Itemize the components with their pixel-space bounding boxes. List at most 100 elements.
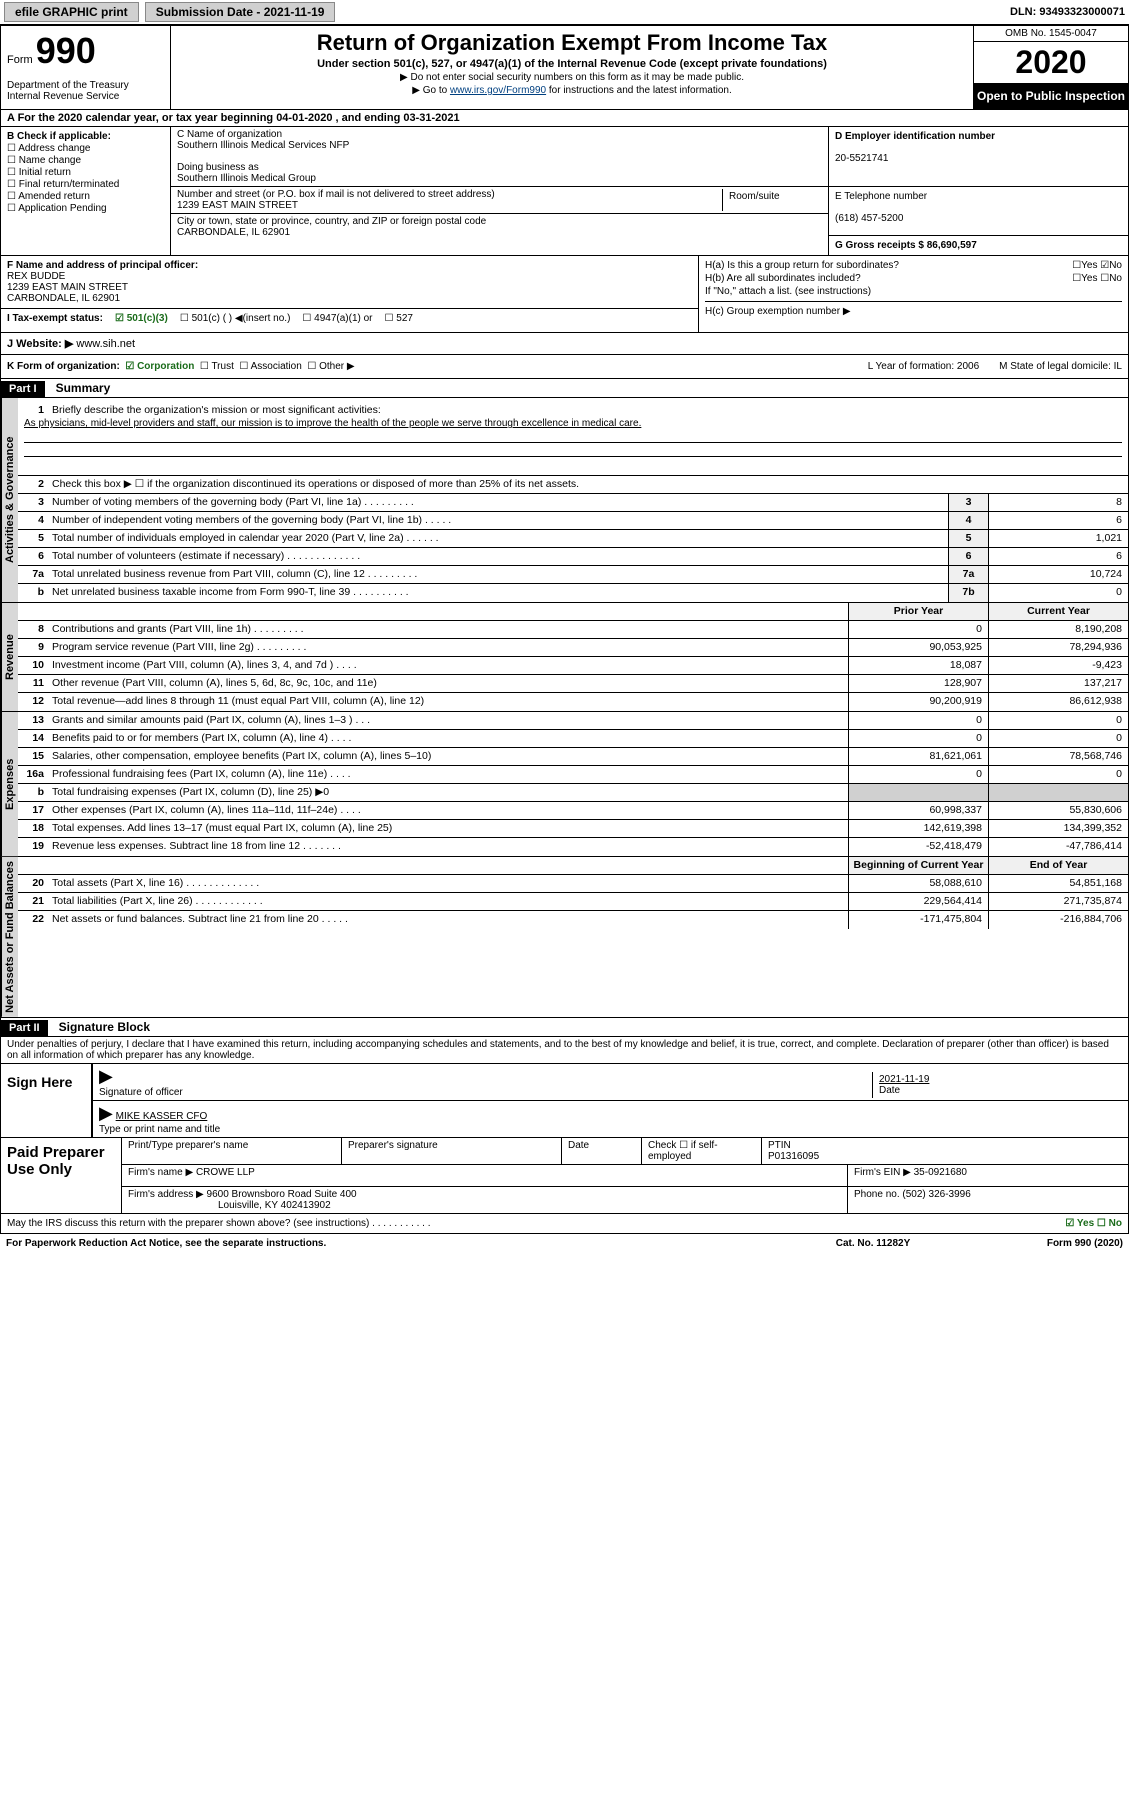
- ha-label: H(a) Is this a group return for subordin…: [705, 260, 899, 271]
- line-7a-text: Total unrelated business revenue from Pa…: [48, 566, 948, 583]
- discuss-checkboxes[interactable]: ☑ Yes ☐ No: [1065, 1218, 1122, 1229]
- chk-4947[interactable]: ☐ 4947(a)(1) or: [302, 313, 372, 324]
- dba-label: Doing business as: [177, 162, 259, 173]
- form-note-ssn: ▶ Do not enter social security numbers o…: [181, 72, 963, 83]
- line-3-num: 3: [18, 494, 48, 511]
- signature-date: 2021-11-19: [879, 1074, 929, 1085]
- preparer-sig-header: Preparer's signature: [342, 1138, 562, 1164]
- hb-checkboxes[interactable]: ☐Yes ☐No: [1072, 273, 1122, 284]
- form-990-link[interactable]: www.irs.gov/Form990: [450, 85, 546, 96]
- chk-final-return[interactable]: ☐ Final return/terminated: [7, 179, 164, 190]
- chk-other[interactable]: ☐ Other ▶: [307, 361, 354, 372]
- self-employed-check[interactable]: Check ☐ if self-employed: [642, 1138, 762, 1164]
- line-16a-num: 16a: [18, 766, 48, 783]
- line-16b-text: Total fundraising expenses (Part IX, col…: [48, 784, 848, 801]
- line-20-current: 54,851,168: [988, 875, 1128, 892]
- line-20-text: Total assets (Part X, line 16) . . . . .…: [48, 875, 848, 892]
- line-5-box: 5: [948, 530, 988, 547]
- check-b-label: B Check if applicable:: [7, 131, 111, 142]
- dln-label: DLN: 93493323000071: [1010, 6, 1125, 18]
- footer-form-ref: Form 990 (2020): [973, 1238, 1123, 1249]
- open-public-label: Open to Public Inspection: [974, 83, 1128, 109]
- row-a-tax-year: A For the 2020 calendar year, or tax yea…: [0, 110, 1129, 127]
- form-link-pre: ▶ Go to: [412, 85, 450, 96]
- line-3-value: 8: [988, 494, 1128, 511]
- line-4-box: 4: [948, 512, 988, 529]
- line-8-prior: 0: [848, 621, 988, 638]
- line-7b-box: 7b: [948, 584, 988, 602]
- line-22-num: 22: [18, 911, 48, 929]
- line-9-text: Program service revenue (Part VIII, line…: [48, 639, 848, 656]
- line-17-prior: 60,998,337: [848, 802, 988, 819]
- line-4-text: Number of independent voting members of …: [48, 512, 948, 529]
- footer-left: For Paperwork Reduction Act Notice, see …: [6, 1238, 773, 1249]
- line-19-current: -47,786,414: [988, 838, 1128, 856]
- line-21-text: Total liabilities (Part X, line 26) . . …: [48, 893, 848, 910]
- line-11-prior: 128,907: [848, 675, 988, 692]
- efile-button[interactable]: efile GRAPHIC print: [4, 2, 139, 22]
- part2-label: Part II: [1, 1020, 48, 1036]
- firm-name-label: Firm's name ▶: [128, 1167, 193, 1178]
- chk-application-pending[interactable]: ☐ Application Pending: [7, 203, 164, 214]
- line-21-current: 271,735,874: [988, 893, 1128, 910]
- line-14-text: Benefits paid to or for members (Part IX…: [48, 730, 848, 747]
- line-6-box: 6: [948, 548, 988, 565]
- sign-here-label: Sign Here: [1, 1064, 91, 1137]
- city-value: CARBONDALE, IL 62901: [177, 227, 290, 238]
- line-12-prior: 90,200,919: [848, 693, 988, 711]
- chk-address-change[interactable]: ☐ Address change: [7, 143, 164, 154]
- form-header: Form 990 Department of the Treasury Inte…: [0, 25, 1129, 110]
- chk-name-change[interactable]: ☐ Name change: [7, 155, 164, 166]
- f-label: F Name and address of principal officer:: [7, 260, 198, 271]
- part2-header-row: Part II Signature Block: [0, 1018, 1129, 1037]
- ptin-value: P01316095: [768, 1151, 819, 1162]
- line-3-box: 3: [948, 494, 988, 511]
- form-title: Return of Organization Exempt From Incom…: [181, 30, 963, 56]
- chk-501c[interactable]: ☐ 501(c) ( ) ◀(insert no.): [180, 313, 291, 324]
- phone-gross-cell: E Telephone number (618) 457-5200 G Gros…: [828, 187, 1128, 255]
- line-8-text: Contributions and grants (Part VIII, lin…: [48, 621, 848, 638]
- line-6-value: 6: [988, 548, 1128, 565]
- line-10-prior: 18,087: [848, 657, 988, 674]
- net-assets-section: Net Assets or Fund Balances Beginning of…: [0, 857, 1129, 1018]
- chk-527[interactable]: ☐ 527: [385, 313, 413, 324]
- mission-text: As physicians, mid-level providers and s…: [18, 418, 1128, 429]
- line-7b-num: b: [18, 584, 48, 602]
- line-1-num: 1: [18, 402, 48, 418]
- line-14-prior: 0: [848, 730, 988, 747]
- prior-year-header: Prior Year: [848, 603, 988, 620]
- line-7b-value: 0: [988, 584, 1128, 602]
- chk-corporation[interactable]: ☑ Corporation: [125, 361, 194, 372]
- beginning-year-header: Beginning of Current Year: [848, 857, 988, 874]
- line-7a-num: 7a: [18, 566, 48, 583]
- form-number-block: Form 990 Department of the Treasury Inte…: [1, 26, 171, 109]
- line-22-current: -216,884,706: [988, 911, 1128, 929]
- chk-501c3[interactable]: ☑ 501(c)(3): [115, 313, 168, 324]
- ha-checkboxes[interactable]: ☐Yes ☑No: [1072, 260, 1122, 271]
- line-5-num: 5: [18, 530, 48, 547]
- chk-association[interactable]: ☐ Association: [239, 361, 301, 372]
- chk-trust[interactable]: ☐ Trust: [200, 361, 234, 372]
- line-16b-num: b: [18, 784, 48, 801]
- line-20-prior: 58,088,610: [848, 875, 988, 892]
- revenue-section: Revenue Prior YearCurrent Year 8Contribu…: [0, 603, 1129, 712]
- chk-amended-return[interactable]: ☐ Amended return: [7, 191, 164, 202]
- officer-name-title: MIKE KASSER CFO: [116, 1111, 208, 1122]
- line-21-num: 21: [18, 893, 48, 910]
- mission-blank-2: [24, 443, 1122, 457]
- name-address-col: C Name of organization Southern Illinois…: [171, 127, 1128, 255]
- line-17-text: Other expenses (Part IX, column (A), lin…: [48, 802, 848, 819]
- line-8-current: 8,190,208: [988, 621, 1128, 638]
- discuss-text: May the IRS discuss this return with the…: [7, 1218, 1065, 1229]
- dba-name: Southern Illinois Medical Group: [177, 173, 316, 184]
- line-10-current: -9,423: [988, 657, 1128, 674]
- phone-value: (618) 457-5200: [835, 213, 903, 224]
- line-7a-box: 7a: [948, 566, 988, 583]
- firm-ein: 35-0921680: [914, 1167, 967, 1178]
- chk-initial-return[interactable]: ☐ Initial return: [7, 167, 164, 178]
- line-5-text: Total number of individuals employed in …: [48, 530, 948, 547]
- submission-date-button[interactable]: Submission Date - 2021-11-19: [145, 2, 336, 22]
- line-11-num: 11: [18, 675, 48, 692]
- officer-addr1: 1239 EAST MAIN STREET: [7, 282, 128, 293]
- line-18-text: Total expenses. Add lines 13–17 (must eq…: [48, 820, 848, 837]
